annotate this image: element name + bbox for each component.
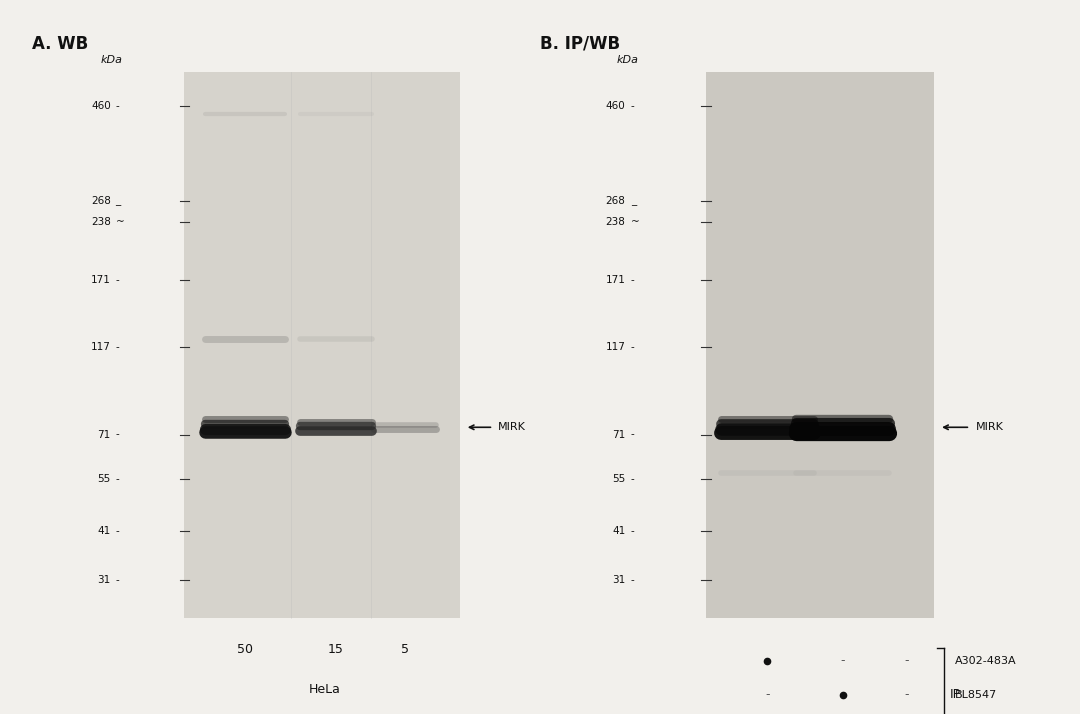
Text: BL8547: BL8547	[955, 690, 997, 700]
Text: kDa: kDa	[100, 56, 123, 66]
Text: -: -	[116, 275, 119, 285]
Text: _: _	[116, 196, 121, 206]
Text: -: -	[904, 688, 909, 701]
Text: 460: 460	[91, 101, 111, 111]
Text: -: -	[631, 342, 634, 352]
Text: -: -	[766, 688, 770, 701]
Text: -: -	[116, 430, 119, 440]
Text: -: -	[116, 342, 119, 352]
Text: HeLa: HeLa	[309, 683, 341, 695]
Text: -: -	[904, 655, 909, 668]
Text: -: -	[631, 275, 634, 285]
Text: 171: 171	[606, 275, 625, 285]
Bar	[706, 71, 934, 618]
Text: 31: 31	[612, 575, 625, 585]
Text: 50: 50	[238, 643, 253, 655]
Text: 5: 5	[401, 643, 409, 655]
Text: -: -	[840, 655, 845, 668]
Text: 171: 171	[91, 275, 111, 285]
Text: A. WB: A. WB	[32, 35, 89, 53]
Text: 117: 117	[606, 342, 625, 352]
Text: -: -	[631, 101, 634, 111]
Text: 15: 15	[328, 643, 345, 655]
Text: 238: 238	[91, 217, 111, 227]
Text: -: -	[631, 526, 634, 536]
Text: 117: 117	[91, 342, 111, 352]
Text: _: _	[631, 196, 636, 206]
Text: ~: ~	[631, 217, 639, 227]
Text: 71: 71	[97, 430, 111, 440]
Text: A302-483A: A302-483A	[955, 656, 1016, 666]
Text: -: -	[116, 474, 119, 484]
Text: MIRK: MIRK	[498, 422, 526, 432]
Text: 41: 41	[97, 526, 111, 536]
Bar	[185, 71, 460, 618]
Text: 31: 31	[97, 575, 111, 585]
Text: 55: 55	[612, 474, 625, 484]
Text: 460: 460	[606, 101, 625, 111]
Text: -: -	[631, 575, 634, 585]
Text: -: -	[116, 526, 119, 536]
Text: -: -	[116, 101, 119, 111]
Text: 268: 268	[91, 196, 111, 206]
Text: B. IP/WB: B. IP/WB	[540, 35, 620, 53]
Text: kDa: kDa	[617, 56, 638, 66]
Text: -: -	[631, 474, 634, 484]
Text: 238: 238	[606, 217, 625, 227]
Text: -: -	[631, 430, 634, 440]
Text: -: -	[116, 575, 119, 585]
Text: IP: IP	[949, 688, 961, 701]
Text: 71: 71	[612, 430, 625, 440]
Text: MIRK: MIRK	[975, 422, 1003, 432]
Text: 55: 55	[97, 474, 111, 484]
Text: ~: ~	[116, 217, 124, 227]
Text: 41: 41	[612, 526, 625, 536]
Text: 268: 268	[606, 196, 625, 206]
